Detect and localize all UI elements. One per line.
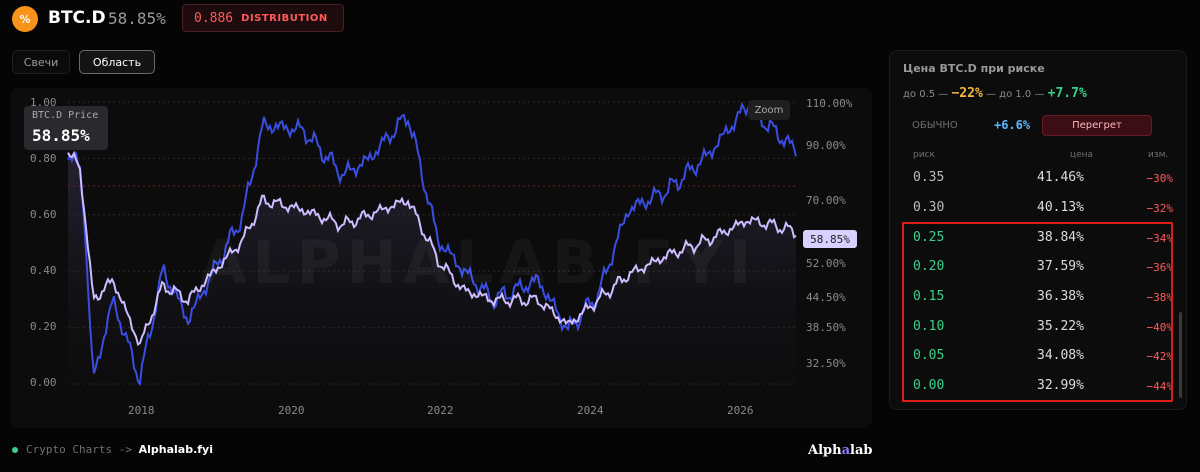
row-risk: 0.35 [913, 170, 945, 185]
right-axis-tick: 44.50% [806, 291, 846, 304]
x-axis-tick: 2026 [727, 404, 754, 417]
brand-part: lab [850, 443, 873, 458]
row-price: 34.08% [1037, 348, 1084, 363]
status-dot-icon [12, 447, 18, 453]
left-axis-tick: 0.40 [30, 264, 57, 277]
row-risk: 0.20 [913, 259, 945, 274]
mode-label: ОБЫЧНО [912, 120, 958, 131]
current-value-tag: 58.85% [803, 230, 857, 248]
row-price: 40.13% [1037, 200, 1084, 215]
footer-site[interactable]: Alphalab.fyi [138, 443, 213, 456]
x-axis-tick: 2020 [278, 404, 305, 417]
candles-button[interactable]: Свечи [12, 50, 70, 74]
table-row: 0.25 38.84% −34% [903, 227, 1173, 249]
watermark: ALPHALAB.FYI [200, 228, 757, 298]
right-axis-tick: 70.00% [806, 194, 846, 207]
to-half-value: −22% [951, 86, 983, 101]
row-change: −44% [1146, 380, 1174, 393]
row-change: −36% [1146, 261, 1174, 274]
table-row: 0.05 34.08% −42% [903, 345, 1173, 367]
ticker-symbol: BTC.D [48, 8, 106, 28]
row-change: −30% [1146, 172, 1174, 185]
left-axis-tick: 1.00 [30, 96, 57, 109]
brand-logo: Alphalab [808, 443, 872, 458]
row-risk: 0.25 [913, 230, 945, 245]
price-line [67, 150, 797, 347]
col-header-price: цена [1070, 150, 1094, 160]
table-row: 0.30 40.13% −32% [903, 197, 1173, 219]
row-risk: 0.15 [913, 289, 945, 304]
row-change: −32% [1146, 202, 1174, 215]
status-badge: 0.886 DISTRIBUTION [182, 4, 344, 32]
row-risk: 0.30 [913, 200, 945, 215]
panel-scrollbar[interactable] [1179, 312, 1182, 398]
row-risk: 0.00 [913, 378, 945, 393]
row-price: 35.22% [1037, 319, 1084, 334]
brand-part: a [841, 443, 851, 458]
col-header-risk: риск [913, 150, 935, 160]
row-change: −34% [1146, 232, 1174, 245]
x-axis-tick: 2024 [577, 404, 604, 417]
footer-link[interactable]: Crypto Charts -> Alphalab.fyi [12, 443, 213, 456]
area-button[interactable]: Область [79, 50, 155, 74]
risk-panel-title: Цена BTC.D при риске [903, 62, 1045, 75]
col-header-change: изм. [1148, 150, 1169, 160]
zoom-button[interactable]: Zoom [748, 100, 790, 120]
status-badge-value: 0.886 [194, 10, 234, 26]
x-axis-tick: 2018 [128, 404, 155, 417]
status-badge-label: DISTRIBUTION [241, 12, 328, 24]
overheat-button[interactable]: Перегрет [1042, 115, 1152, 136]
table-row: 0.00 32.99% −44% [903, 375, 1173, 397]
risk-line [67, 100, 797, 387]
right-axis-tick: 90.00% [806, 139, 846, 152]
left-axis-tick: 0.20 [30, 320, 57, 333]
highlight-box [902, 222, 1173, 402]
to-one-value: +7.7% [1047, 86, 1087, 101]
row-risk: 0.10 [913, 319, 945, 334]
x-axis-tick: 2022 [427, 404, 454, 417]
risk-panel [889, 50, 1187, 410]
row-price: 41.46% [1037, 170, 1084, 185]
row-price: 38.84% [1037, 230, 1084, 245]
row-risk: 0.05 [913, 348, 945, 363]
table-row: 0.20 37.59% −36% [903, 256, 1173, 278]
price-label: BTC.D Price 58.85% [24, 106, 108, 150]
mode-value: +6.6% [994, 118, 1031, 132]
row-change: −42% [1146, 350, 1174, 363]
price-area-fill [68, 152, 796, 384]
footer-prefix: Crypto Charts -> [26, 443, 132, 456]
row-change: −38% [1146, 291, 1174, 304]
ticker-value: 58.85% [108, 9, 166, 28]
row-price: 32.99% [1037, 378, 1084, 393]
row-change: −40% [1146, 321, 1174, 334]
brand-part: Alph [808, 443, 842, 458]
row-price: 36.38% [1037, 289, 1084, 304]
table-row: 0.10 35.22% −40% [903, 316, 1173, 338]
right-axis-tick: 38.50% [806, 321, 846, 334]
risk-targets: до 0.5 — −22% — до 1.0 — +7.7% [903, 86, 1087, 101]
price-label-title: BTC.D Price [32, 110, 99, 121]
table-row: 0.35 41.46% −30% [903, 167, 1173, 189]
price-label-value: 58.85% [32, 126, 90, 145]
table-row: 0.15 36.38% −38% [903, 286, 1173, 308]
right-axis-tick: 32.50% [806, 357, 846, 370]
to-one-label: — до 1.0 — [985, 89, 1045, 100]
to-half-label: до 0.5 — [903, 89, 949, 100]
left-axis-tick: 0.80 [30, 152, 57, 165]
btc-logo-icon: % [12, 6, 38, 32]
right-axis-tick: 52.00% [806, 257, 846, 270]
left-axis-tick: 0.60 [30, 208, 57, 221]
row-price: 37.59% [1037, 259, 1084, 274]
left-axis-tick: 0.00 [30, 376, 57, 389]
right-axis-tick: 110.00% [806, 97, 853, 110]
